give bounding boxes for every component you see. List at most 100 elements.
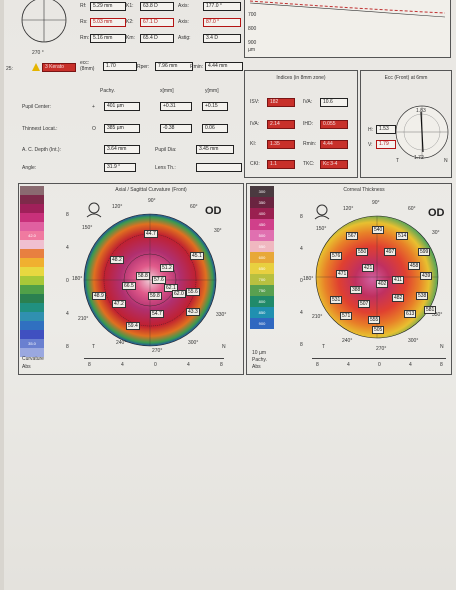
thickness-value-2: 514 [396, 232, 409, 240]
thk-ruler-tick-3: 4 [409, 362, 412, 368]
curv-scale-swatch-4 [20, 222, 44, 231]
ecc-panel: Ecc (Front) at 6mm [360, 70, 452, 178]
curv-scale-swatch-2 [20, 204, 44, 213]
index-key-1: IVA: [303, 99, 313, 105]
thk-scale-swatch-7: 650 [250, 263, 274, 274]
thk-deg-60: 60° [408, 206, 416, 212]
thk-n-label: N [440, 344, 444, 350]
lens-th-label: Lens Th.: [155, 165, 176, 171]
thickness-value-21: 505 [372, 326, 385, 334]
index-value-0: 182 [267, 98, 295, 107]
curv-scale-swatch-17: 35.0 [20, 339, 44, 348]
curvature-value-12: 43.3 [186, 308, 200, 316]
curvature-value-6: 66.5 [122, 282, 136, 290]
thk-deg-30: 30° [432, 230, 440, 236]
rmin-label: Rmin: [190, 64, 204, 70]
kerato-key1-1: Rs: [80, 19, 88, 25]
ecc-dial-icon [395, 105, 449, 159]
index-value-1: 10.6 [320, 98, 348, 107]
kerato-key2-0: K1: [126, 3, 134, 9]
curv-ruler-tick-2: 0 [154, 362, 157, 368]
curv-deg-300: 300° [188, 340, 199, 346]
thickness-value-4: 576 [330, 252, 343, 260]
curv-side-tick-0: 8 [66, 212, 69, 218]
thk-scale-swatch-8: 700 [250, 274, 274, 285]
kerato-key3-2: Astig: [178, 35, 191, 41]
curv-deg-240: 240° [116, 340, 127, 346]
curv-side-tick-4: 8 [66, 344, 69, 350]
curv-scale-footer-1: Curvature [22, 356, 44, 362]
thk-ruler [312, 358, 446, 359]
index-value-2: 2.14 [267, 120, 295, 129]
thickness-value-8: 471 [336, 270, 349, 278]
kerato-key2-1: K2: [126, 19, 134, 25]
thk-scale-swatch-0: 300 [250, 186, 274, 197]
ecc-top-value: 1.83 [416, 108, 426, 114]
ecc-v-label: V: [368, 142, 373, 148]
eye-glyph-icon-2 [314, 204, 330, 220]
index-key-7: TKC: [303, 161, 315, 167]
thk-ruler-tick-4: 8 [440, 362, 443, 368]
curv-scale-swatch-13 [20, 303, 44, 312]
kerato-power-2: 65.4 D [140, 34, 174, 43]
thickness-map [315, 215, 439, 339]
pupil-center-x: +0.31 [160, 102, 192, 111]
ecc-label: ecc: [80, 60, 90, 66]
thk-scale-swatch-3: 450 [250, 219, 274, 230]
curv-scale-swatch-16 [20, 330, 44, 339]
curv-deg-150: 150° [82, 225, 93, 231]
ecc-value: 1.70 [103, 62, 137, 71]
curvature-title: Axial / Sagittal Curvature (Front) [115, 187, 187, 193]
thk-scale-swatch-12: 900 [250, 318, 274, 329]
curv-scale-swatch-3 [20, 213, 44, 222]
thk-side-tick-4: 8 [300, 342, 303, 348]
thinnest-locat-label: Thinnest Locat.: [22, 126, 58, 132]
curvature-value-8: 55.6 [186, 288, 200, 296]
curvature-value-10: 48.9 [92, 292, 106, 300]
thickness-value-13: 439 [420, 272, 433, 280]
thickness-value-7: 458 [408, 262, 421, 270]
thickness-value-5: 550 [356, 248, 369, 256]
index-key-5: Rmin: [303, 141, 317, 147]
thk-deg-180: 180° [303, 276, 314, 282]
kerato-radius-2: 5.16 mm [90, 34, 126, 43]
curvature-value-14: 59.4 [126, 322, 140, 330]
thickness-title: Corneal Thickness [343, 187, 385, 193]
thk-side-tick-2: 0 [300, 278, 303, 284]
index-key-6: CKI: [250, 161, 260, 167]
thk-deg-90: 90° [372, 200, 380, 206]
eye-glyph-icon [86, 202, 102, 218]
thk-ruler-tick-0: 8 [316, 362, 319, 368]
curvature-value-2: 45.1 [190, 252, 204, 260]
curv-scale-swatch-18 [20, 348, 44, 357]
curv-deg-90: 90° [148, 198, 156, 204]
pupil-center-label: Pupil Center: [22, 104, 51, 110]
thickness-value-10: 402 [376, 280, 389, 288]
pupil-dia-label: Pupil Dia: [155, 147, 177, 153]
thickness-value-16: 482 [392, 294, 405, 302]
curv-scale-swatch-11 [20, 285, 44, 294]
curv-scale-swatch-14 [20, 312, 44, 321]
thickness-value-11: 388 [350, 286, 363, 294]
thickness-color-scale: 300 350 400 450 500 550 600 650 700 750 800 850 900 [250, 186, 274, 329]
kerato-power-1: 67.1 D [140, 18, 174, 27]
index-value-5: 4.44 [320, 140, 348, 149]
ecc-h-value: 1.53 [376, 125, 396, 134]
thk-deg-330: 330° [432, 312, 443, 318]
kerato-key3-0: Axis: [178, 3, 189, 9]
index-value-7: Kc 3-4 [320, 160, 348, 169]
x-col-header: x[mm] [160, 88, 174, 94]
ecc-sub-label: (8mm) [80, 66, 95, 72]
kerato-key2-2: Km: [126, 35, 135, 41]
thinnest-x: -0.38 [160, 124, 192, 133]
kerato-axis-0: 177.0 ° [203, 2, 241, 11]
kerato-power-0: 63.8 D [140, 2, 174, 11]
thk-t-label: T [322, 344, 326, 350]
curv-side-tick-1: 4 [66, 245, 69, 251]
curv-side-tick-3: 4 [66, 311, 69, 317]
thk-scale-swatch-5: 550 [250, 241, 274, 252]
thk-scale-swatch-1: 350 [250, 197, 274, 208]
pachy-col-header: Pachy. [100, 88, 115, 94]
thickness-map-panel: Corneal Thickness [246, 183, 452, 375]
